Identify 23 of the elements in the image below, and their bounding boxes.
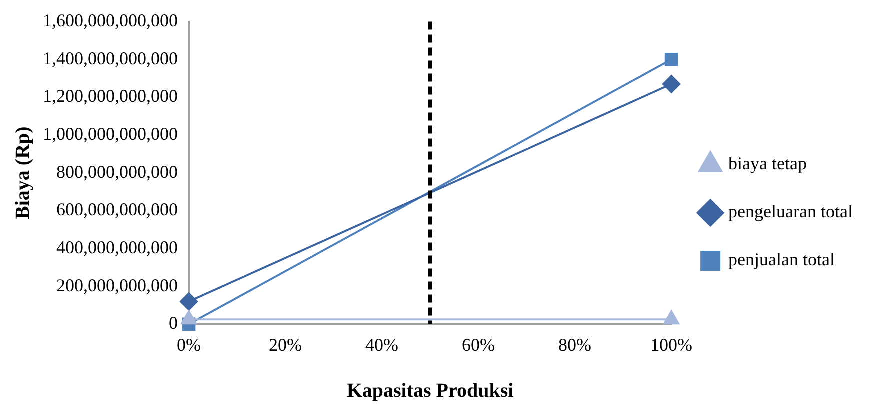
y-tick-label: 200,000,000,000 [56,275,178,296]
y-tick-label: 400,000,000,000 [56,237,178,258]
y-tick-label: 0 [169,313,178,334]
y-axis-title: Biaya (Rp) [12,126,34,220]
y-tick-label: 800,000,000,000 [56,162,178,182]
y-tick-label: 1,200,000,000,000 [43,86,178,106]
y-tick-label: 1,600,000,000,000 [43,10,178,31]
legend-label: penjualan total [728,250,836,270]
x-tick-label: 20% [269,334,302,355]
point [662,75,681,94]
point [180,292,198,311]
x-tick-label: 100% [650,334,693,355]
legend-label: pengeluaran total [728,202,854,222]
x-tick-label: 0% [177,334,201,355]
x-tick-label: 80% [558,334,592,355]
x-tick-label: 60% [462,334,496,355]
legend-label: biaya tetap [728,154,808,174]
point [664,52,678,66]
y-tick-label: 1,400,000,000,000 [43,48,178,68]
x-axis-title: Kapasitas Produksi [346,380,514,402]
x-tick-label: 40% [366,334,399,355]
y-tick-label: 600,000,000,000 [56,200,178,220]
y-tick-label: 1,000,000,000,000 [43,124,178,144]
